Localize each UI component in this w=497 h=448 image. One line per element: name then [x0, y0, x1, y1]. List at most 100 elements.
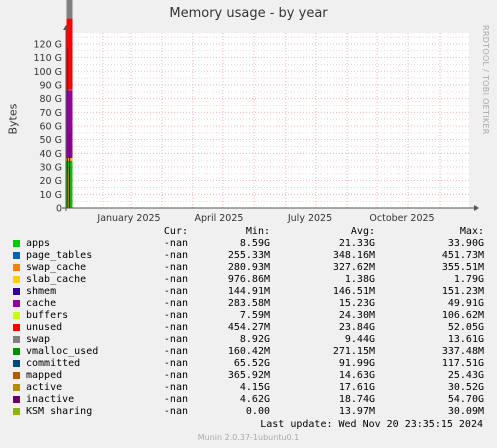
legend-max-value: 49.91G [447, 298, 484, 309]
legend-max-value: 54.70G [447, 394, 484, 405]
y-tick-label: 10 G [40, 190, 62, 201]
legend-row: slab_cache -nan 976.86M 1.38G 1.79G [0, 274, 497, 286]
legend-max-value: 337.48M [441, 346, 484, 357]
legend-row: page_tables -nan 255.33M 348.16M 451.73M [0, 250, 497, 262]
legend-max-value: 1.79G [453, 274, 484, 285]
legend-swatch [13, 408, 20, 415]
legend-series-name: committed [26, 358, 81, 369]
y-tick-label: 0 [56, 204, 62, 215]
legend-cur-value: -nan [163, 358, 188, 369]
legend-cur-value: -nan [163, 334, 188, 345]
legend-cur-value: -nan [163, 406, 188, 417]
legend-swatch [13, 276, 20, 283]
grid-lines [66, 33, 469, 208]
y-tick-label: 60 G [40, 121, 62, 132]
legend-series-name: inactive [26, 394, 75, 405]
legend-swatch [13, 324, 20, 331]
y-tick-label: 70 G [40, 108, 62, 119]
legend-series-name: slab_cache [26, 274, 87, 285]
legend-series-name: shmem [26, 286, 57, 297]
legend-min-value: 4.62G [239, 394, 270, 405]
legend-cur-value: -nan [163, 346, 188, 357]
legend-avg-value: 9.44G [344, 334, 375, 345]
legend-avg-value: 1.38G [344, 274, 375, 285]
y-tick-label: 40 G [40, 149, 62, 160]
x-tick-label: October 2025 [369, 213, 434, 224]
legend-row: swap_cache -nan 280.93M 327.62M 355.51M [0, 262, 497, 274]
legend-swatch [13, 300, 20, 307]
chart-title: Memory usage - by year [169, 6, 328, 21]
legend-cur-value: -nan [163, 286, 188, 297]
legend-avg-value: 327.62M [332, 262, 375, 273]
plot-background [66, 33, 469, 208]
data-spikes [66, 0, 73, 208]
legend-swatch [13, 360, 20, 367]
legend-series-name: unused [26, 322, 63, 333]
y-axis-arrow [63, 25, 69, 30]
legend-row: mapped -nan 365.92M 14.63G 25.43G [0, 370, 497, 382]
legend-row: committed -nan 65.52G 91.99G 117.51G [0, 358, 497, 370]
legend-series-name: mapped [26, 370, 63, 381]
legend-max-value: 33.90G [447, 238, 484, 249]
legend-cur-value: -nan [163, 370, 188, 381]
legend-avg-value: 17.61G [338, 382, 375, 393]
legend-row: unused -nan 454.27M 23.84G 52.05G [0, 322, 497, 334]
legend-max-value: 106.62M [441, 310, 484, 321]
legend-row: active -nan 4.15G 17.61G 30.52G [0, 382, 497, 394]
x-axis-arrow [474, 205, 479, 211]
legend-min-value: 8.92G [239, 334, 270, 345]
x-tick-label: April 2025 [195, 213, 244, 224]
y-tick-label: 80 G [40, 94, 62, 105]
legend-min-value: 4.15G [239, 382, 270, 393]
legend-swatch [13, 336, 20, 343]
legend-swatch [13, 372, 20, 379]
legend-max-value: 151.23M [441, 286, 484, 297]
legend-min-value: 7.59M [239, 310, 270, 321]
legend-swatch [13, 288, 20, 295]
legend-min-value: 255.33M [227, 250, 270, 261]
header-avg: Avg: [350, 226, 375, 237]
legend-series-name: active [26, 382, 63, 393]
legend-avg-value: 18.74G [338, 394, 375, 405]
legend-swatch [13, 384, 20, 391]
legend-series-name: cache [26, 298, 57, 309]
legend-min-value: 976.86M [227, 274, 270, 285]
series-area-unused [66, 18, 73, 90]
legend-row: cache -nan 283.58M 15.23G 49.91G [0, 298, 497, 310]
legend-min-value: 160.42M [227, 346, 270, 357]
legend-series-name: buffers [26, 310, 69, 321]
header-min: Min: [245, 226, 270, 237]
y-tick-label: 50 G [40, 135, 62, 146]
legend-avg-value: 13.97M [338, 406, 375, 417]
rrdtool-credit: RRDTOOL / TOBI OETIKER [481, 25, 490, 135]
legend-avg-value: 348.16M [332, 250, 375, 261]
series-area-buffers [66, 89, 73, 91]
series-area-swap [66, 0, 73, 19]
legend-series-name: vmalloc_used [26, 346, 99, 357]
legend-series-name: page_tables [26, 250, 93, 261]
legend-min-value: 365.92M [227, 370, 270, 381]
legend-avg-value: 271.15M [332, 346, 375, 357]
legend-row: inactive -nan 4.62G 18.74G 54.70G [0, 394, 497, 406]
legend-header: Cur: Min: Avg: Max: [0, 226, 497, 238]
y-tick-label: 90 G [40, 80, 62, 91]
legend-row: KSM sharing -nan 0.00 13.97M 30.09M [0, 406, 497, 418]
legend-cur-value: -nan [163, 274, 188, 285]
header-max: Max: [459, 226, 484, 237]
legend-min-value: 280.93M [227, 262, 270, 273]
legend-series-name: apps [26, 238, 51, 249]
legend-avg-value: 15.23G [338, 298, 375, 309]
legend-cur-value: -nan [163, 322, 188, 333]
series-area-cache [66, 89, 73, 159]
legend-avg-value: 146.51M [332, 286, 375, 297]
legend-swatch [13, 252, 20, 259]
legend-swatch [13, 396, 20, 403]
y-tick-label: 110 G [33, 53, 62, 64]
legend-min-value: 65.52G [233, 358, 270, 369]
x-tick-labels: January 2025 April 2025 July 2025 October 2… [96, 213, 434, 224]
legend-max-value: 30.52G [447, 382, 484, 393]
munin-version: Munin 2.0.37-1ubuntu0.1 [197, 433, 300, 442]
legend-cur-value: -nan [163, 382, 188, 393]
legend-swatch [13, 264, 20, 271]
legend-max-value: 355.51M [441, 262, 484, 273]
